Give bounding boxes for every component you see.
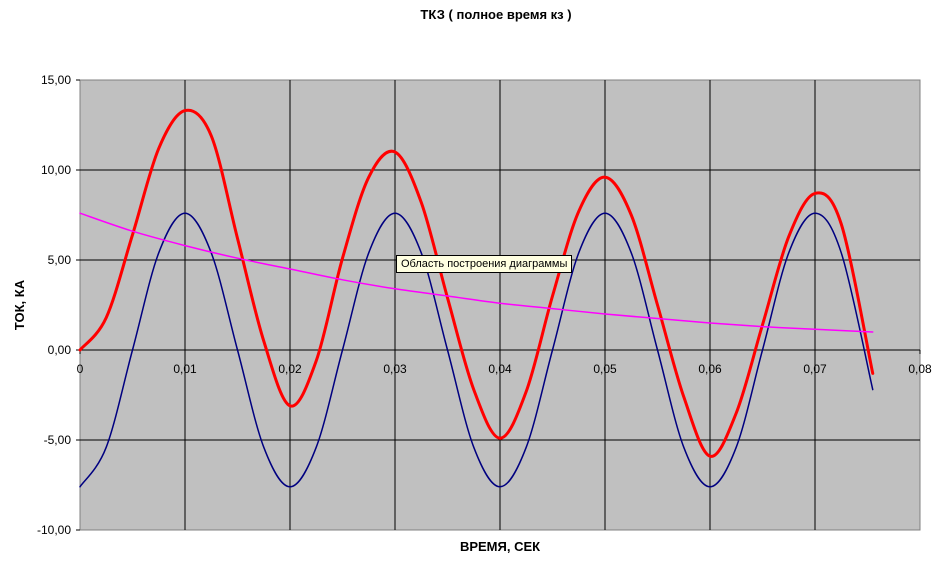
y-tick-label: -10,00 [37,523,71,537]
x-tick-label: 0,03 [383,362,407,376]
y-axis-label: ТОК, КА [12,279,27,330]
x-tick-label: 0,02 [278,362,302,376]
tooltip: Область построения диаграммы [396,255,573,273]
y-tick-label: 10,00 [41,163,71,177]
y-tick-label: 15,00 [41,73,71,87]
series-red-line [78,108,875,458]
series-magenta-line [79,212,874,333]
y-tick-label: 5,00 [48,253,72,267]
series-navy-line [79,212,874,488]
x-tick-label: 0,05 [593,362,617,376]
series-lines [78,108,875,488]
x-axis-label: ВРЕМЯ, СЕК [460,539,540,554]
chart-title: ТКЗ ( полное время кз ) [420,7,571,22]
x-tick-label: 0,06 [698,362,722,376]
tick-labels: 15,00 10,00 5,00 0,00 -5,00 -10,00 0 0,01 0,02 0,… [37,73,932,537]
y-tick-label: 0,00 [48,343,72,357]
x-tick-label: 0,07 [803,362,827,376]
x-tick-label: 0 [77,362,84,376]
x-tick-label: 0,01 [173,362,197,376]
x-tick-label: 0,04 [488,362,512,376]
y-tick-label: -5,00 [44,433,72,447]
x-tick-label: 0,08 [908,362,932,376]
